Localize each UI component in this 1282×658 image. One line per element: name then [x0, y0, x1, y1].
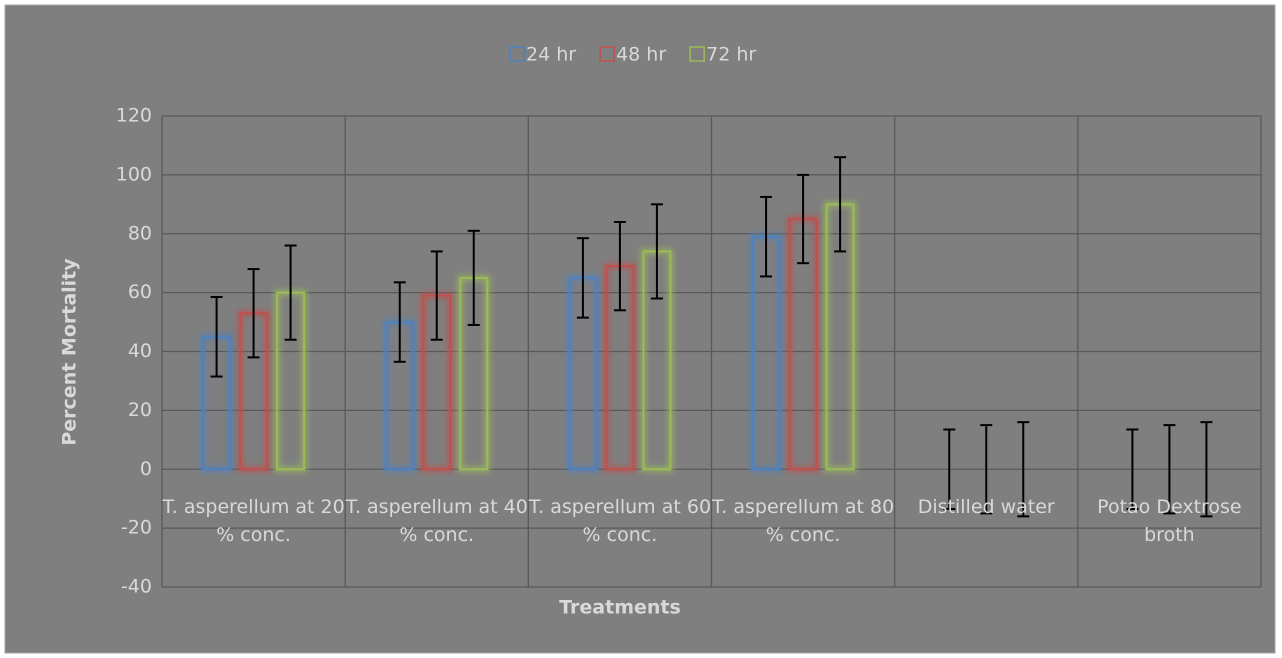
y-axis-title: Percent Mortality — [59, 258, 81, 446]
error-bar — [1163, 424, 1176, 515]
y-tick-label: -40 — [121, 576, 152, 598]
error-bar — [650, 203, 663, 300]
legend-label: 72 hr — [706, 44, 756, 66]
legend-label: 24 hr — [526, 44, 576, 66]
x-axis-title: Treatments — [559, 597, 681, 619]
legend-label: 48 hr — [616, 44, 666, 66]
y-tick-label: 20 — [128, 399, 152, 421]
error-bar — [247, 268, 260, 359]
error-bar — [1017, 421, 1030, 518]
error-bar — [1200, 421, 1213, 518]
y-tick-label: 100 — [116, 163, 152, 185]
y-tick-label: 0 — [140, 458, 152, 480]
y-tick-label: -20 — [121, 517, 152, 539]
error-bar — [576, 237, 589, 319]
x-tick-label: Potao Dextrose broth — [1097, 496, 1242, 546]
error-bar — [980, 424, 993, 515]
error-bar — [834, 156, 847, 253]
chart-background — [4, 4, 1276, 654]
error-bar — [943, 428, 956, 510]
x-tick-label: T. asperellum at 40 % conc. — [345, 496, 528, 546]
error-bar — [210, 296, 223, 378]
error-bar — [760, 195, 773, 278]
y-tick-label: 40 — [128, 340, 152, 362]
legend-swatch — [509, 46, 525, 62]
legend-swatch — [599, 46, 615, 62]
x-tick-label: T. asperellum at 20 % conc. — [162, 496, 345, 546]
error-bar — [1126, 428, 1139, 510]
error-bar — [393, 281, 406, 363]
x-tick-label: T. asperellum at 60 % conc. — [528, 496, 712, 546]
error-bar — [797, 173, 810, 265]
legend-swatch — [689, 46, 705, 62]
y-tick-label: 80 — [128, 222, 152, 244]
error-bar — [467, 229, 480, 327]
y-tick-label: 120 — [116, 105, 152, 127]
x-tick-label: T. asperellum at 80 % conc. — [711, 496, 895, 546]
error-bar — [613, 220, 626, 312]
y-tick-label: 60 — [128, 281, 152, 303]
x-tick-label: Distilled water — [917, 496, 1055, 518]
error-bar — [284, 244, 297, 341]
error-bar — [430, 250, 443, 341]
